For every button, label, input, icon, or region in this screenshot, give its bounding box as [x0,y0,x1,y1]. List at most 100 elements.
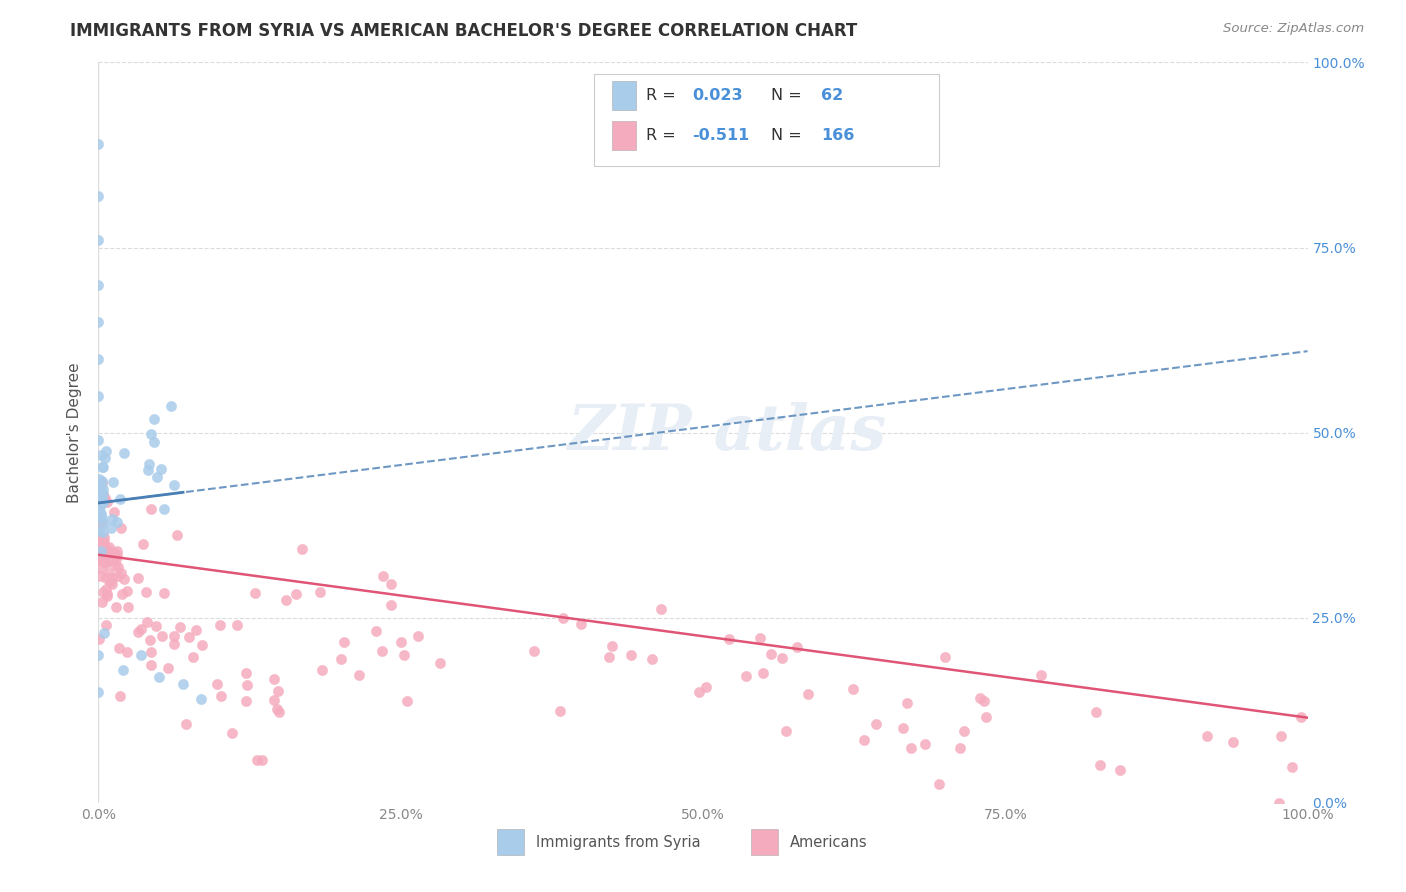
Point [236,678,259,692]
Point [152,586,174,600]
Point [309,585,332,599]
Point [347,668,370,682]
Point [107,569,129,583]
Point [87,277,110,292]
Point [89,475,111,490]
Point [159,399,181,413]
Text: N =: N = [770,88,807,103]
Bar [613,81,637,110]
Point [105,599,128,614]
Point [87,388,110,402]
Point [235,665,257,680]
Point [91,524,114,539]
Point [135,585,157,599]
Point [172,677,194,691]
Point [101,571,124,585]
Point [139,658,162,673]
Point [600,639,623,653]
Point [90,537,112,551]
Point [101,512,124,526]
Point [928,777,950,791]
Point [267,705,290,719]
Point [136,463,159,477]
Point [91,460,114,475]
Point [969,690,991,705]
Point [93,494,115,508]
Point [94,491,117,505]
Point [91,584,114,599]
Text: Source: ZipAtlas.com: Source: ZipAtlas.com [1223,22,1364,36]
Text: 0.023: 0.023 [692,88,742,103]
Point [181,650,204,665]
Point [93,530,115,544]
Point [775,724,797,739]
Point [366,624,388,638]
Point [107,560,129,574]
Point [89,569,111,583]
Point [333,634,356,648]
Point [115,645,138,659]
Point [953,724,976,739]
Point [87,516,110,531]
Point [91,486,114,500]
Point [641,652,664,666]
Point [132,537,155,551]
Point [1270,729,1292,743]
Bar [751,829,778,855]
Point [94,541,117,556]
Point [209,689,232,703]
Point [100,545,122,559]
Text: IMMIGRANTS FROM SYRIA VS AMERICAN BACHELOR'S DEGREE CORRELATION CHART: IMMIGRANTS FROM SYRIA VS AMERICAN BACHEL… [70,22,858,40]
Text: ZIP atlas: ZIP atlas [568,402,887,463]
Point [865,716,887,731]
Point [90,492,112,507]
Point [96,495,118,509]
Point [98,575,121,590]
Point [138,457,160,471]
Point [91,516,114,531]
Point [127,624,149,639]
Point [94,443,117,458]
Point [89,479,111,493]
Point [166,527,188,541]
Point [94,571,117,585]
Point [620,648,643,662]
Point [91,551,114,566]
Point [190,692,212,706]
Point [734,669,756,683]
Point [111,587,134,601]
Point [395,694,418,708]
Point [276,592,298,607]
Point [291,541,314,556]
Y-axis label: Bachelor's Degree: Bachelor's Degree [67,362,83,503]
Point [163,629,186,643]
Point [548,704,571,718]
Point [90,541,112,555]
Point [87,648,110,662]
Point [89,486,111,500]
Point [226,617,249,632]
Point [89,543,111,558]
Point [142,411,165,425]
Point [98,545,121,559]
Point [93,534,115,549]
Point [90,448,112,462]
Point [89,530,111,544]
Point [89,473,111,487]
Point [129,648,152,662]
Point [90,511,112,525]
Point [91,495,114,509]
Point [87,632,110,646]
Point [949,741,972,756]
Point [406,629,429,643]
Point [141,427,163,442]
Point [105,515,128,529]
Point [523,643,546,657]
Point [89,500,111,514]
Point [105,549,128,563]
Point [267,683,290,698]
Point [90,561,112,575]
Point [96,589,118,603]
Point [117,600,139,615]
Point [266,702,288,716]
